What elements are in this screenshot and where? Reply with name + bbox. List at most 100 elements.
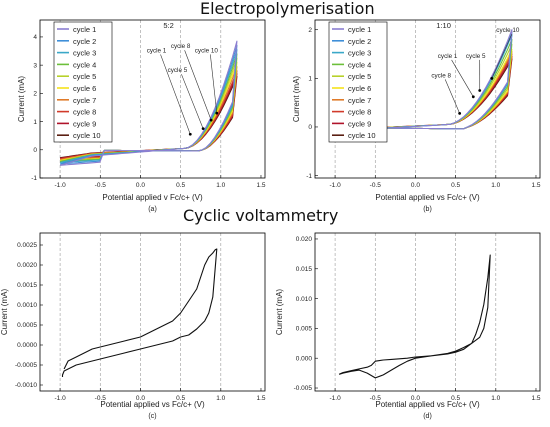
- panel-b-legend-label: cycle 2: [348, 37, 371, 46]
- panel-a-frame: [39, 19, 266, 179]
- panel-b-x-tick-label: 1.5: [531, 182, 540, 189]
- panel-a-legend-label: cycle 5: [73, 72, 96, 81]
- panel-c-x-tick-label: 0.0: [136, 395, 145, 402]
- panel-c-x-tick-label: 1.5: [256, 395, 265, 402]
- panel-a-y-tick-label: 4: [33, 34, 37, 41]
- panel-b-y-tick-label: 1: [308, 76, 312, 83]
- panel-b-annotation-arrowhead: [458, 111, 462, 115]
- panel-a-x-tick-label: 0.5: [176, 182, 185, 189]
- panel-a-y-axis-label: Current (mA): [17, 76, 26, 123]
- panel-a-y-tick-label: 1: [33, 119, 37, 126]
- panel-b-ratio-label: 1:10: [436, 21, 451, 30]
- panel-a-annotation-arrowhead: [201, 127, 205, 131]
- panel-b-legend-label: cycle 8: [348, 108, 371, 117]
- electropolymerisation-title: Electropolymerisation: [200, 0, 375, 18]
- panel-c-series-line: [61, 248, 218, 377]
- panel-b-legend-label: cycle 4: [348, 60, 371, 69]
- panel-d-caption: (d): [423, 413, 432, 420]
- panel-c-x-tick-label: 0.5: [176, 395, 185, 402]
- panel-a-annotation-arrowhead: [209, 118, 213, 122]
- panel-b-x-tick-label: 1.0: [491, 182, 500, 189]
- panel-d-y-tick-label: 0.005: [296, 326, 313, 333]
- panel-a-legend-label: cycle 1: [73, 25, 96, 34]
- panel-b-y-tick-label: 2: [308, 27, 312, 34]
- panel-d-x-tick-label: 1.0: [491, 395, 500, 402]
- panel-a-annotation-arrow: [184, 50, 212, 121]
- panel-a-annotation-label: cycle 5: [168, 67, 188, 74]
- panel-c-y-tick-label: 0.0025: [17, 242, 37, 249]
- panel-a-annotation-arrowhead: [188, 132, 192, 136]
- panel-b-annotation-label: cycle 10: [496, 27, 520, 34]
- panel-a-legend-label: cycle 10: [73, 131, 101, 140]
- panel-d-x-tick-label: 0.5: [451, 395, 460, 402]
- panel-a-legend-label: cycle 8: [73, 108, 96, 117]
- panel-c-y-tick-label: 0.0015: [17, 282, 37, 289]
- panel-b-annotation-arrow: [491, 34, 513, 79]
- panel-b-annotation-label: cycle 5: [466, 53, 486, 60]
- cyclic-voltammetry-title: Cyclic voltammetry: [183, 206, 339, 225]
- panel-b-legend-box: [328, 21, 388, 143]
- panel-b-y-tick-label: 0: [308, 124, 312, 131]
- panel-b-legend-label: cycle 1: [348, 25, 371, 34]
- panel-b-legend-label: cycle 5: [348, 72, 371, 81]
- panel-a-annotation-arrow: [210, 54, 218, 114]
- panel-b-x-tick-label: 0.0: [411, 182, 420, 189]
- panel-b-annotation-arrowhead: [471, 95, 475, 99]
- panel-a-legend-label: cycle 6: [73, 84, 96, 93]
- panel-a-annotation-arrow: [160, 54, 191, 135]
- panel-d-y-tick-label: -0.005: [294, 385, 313, 392]
- panel-c-caption: (c): [148, 413, 156, 420]
- panel-c-x-tick-label: 1.0: [216, 395, 225, 402]
- panel-b-annotation-arrow: [444, 79, 460, 114]
- panel-d-x-tick-label: 1.5: [531, 395, 540, 402]
- panel-b-y-axis-label: Current (mA): [292, 76, 301, 123]
- panel-a-y-tick-label: 3: [33, 62, 37, 69]
- panel-a-ratio-label: 5:2: [163, 21, 173, 30]
- panel-d-series-line: [338, 254, 491, 379]
- panel-c-x-tick-label: -0.5: [95, 395, 107, 402]
- panel-a-legend-label: cycle 3: [73, 49, 96, 58]
- panel-a-legend-label: cycle 2: [73, 37, 96, 46]
- panel-d-y-axis-label: Current (mA): [275, 289, 284, 336]
- panel-b-x-tick-label: 0.5: [451, 182, 460, 189]
- panel-a-annotation-label: cycle 8: [171, 43, 191, 50]
- panel-d-x-tick-label: -1.0: [329, 395, 341, 402]
- panel-a-legend-box: [53, 21, 113, 143]
- panel-a-annotation-label: cycle 1: [147, 47, 167, 54]
- panel-d-x-axis-label: Potential applied vs Fc/c+ (V): [375, 400, 480, 409]
- panel-a-annotation-arrow: [181, 74, 204, 129]
- panel-b-x-axis-label: Potential applied vs Fc/c+ (V): [375, 193, 480, 202]
- panel-b-legend-label: cycle 3: [348, 49, 371, 58]
- panel-b-x-tick-label: -1.0: [329, 182, 341, 189]
- panel-c-y-tick-label: 0.0000: [17, 342, 37, 349]
- panel-b-y-tick-label: -1: [306, 173, 312, 180]
- panel-a-x-tick-label: 0.0: [136, 182, 145, 189]
- panel-a-y-tick-label: -1: [31, 175, 37, 182]
- panel-b-annotation-label: cycle 1: [438, 53, 458, 60]
- panel-c-y-tick-label: -0.0010: [15, 382, 37, 389]
- panel-b-annotation-arrowhead: [478, 89, 482, 92]
- panel-b-legend-label: cycle 9: [348, 119, 371, 128]
- panel-a-caption: (a): [148, 206, 157, 213]
- panel-c-x-axis-label: Potential applied vs Fc/c+ (V): [100, 400, 205, 409]
- panel-c-y-tick-label: -0.0005: [15, 362, 37, 369]
- panel-a-cycle-line: [59, 40, 238, 166]
- panel-c-y-tick-label: 0.0005: [17, 322, 37, 329]
- panel-a-legend-label: cycle 7: [73, 96, 96, 105]
- panel-d-y-tick-label: 0.010: [296, 296, 313, 303]
- panel-a-x-axis-label: Potential applied v Fc/c+ (V): [102, 193, 203, 202]
- panel-a-y-tick-label: 0: [33, 147, 37, 154]
- panel-b-caption: (b): [423, 206, 432, 213]
- panel-c-y-axis-label: Current (mA): [0, 289, 9, 336]
- panel-d-frame: [314, 232, 541, 392]
- panel-c-frame: [39, 232, 266, 392]
- panel-c-y-tick-label: 0.0020: [17, 262, 37, 269]
- panel-a-y-tick-label: 2: [33, 91, 37, 98]
- panel-b-annotation-arrow: [451, 59, 474, 97]
- panel-a-annotation-label: cycle 10: [195, 47, 219, 54]
- panel-d-x-tick-label: -0.5: [370, 395, 382, 402]
- panel-a-legend-label: cycle 4: [73, 60, 96, 69]
- panel-a-x-tick-label: -0.5: [95, 182, 107, 189]
- panel-b-legend-label: cycle 7: [348, 96, 371, 105]
